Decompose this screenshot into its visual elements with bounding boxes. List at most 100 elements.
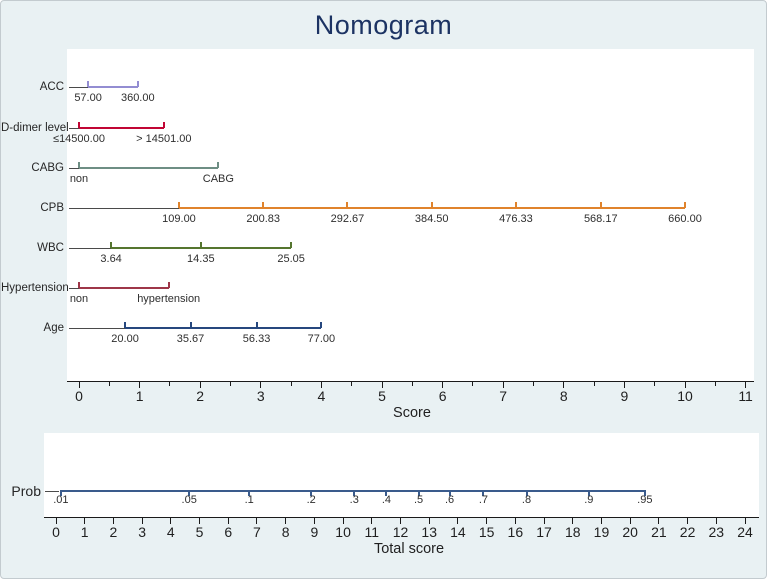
total-score-axis-tick <box>486 517 488 524</box>
prob-tick-0 <box>59 491 62 496</box>
score-axis-tick <box>654 381 656 386</box>
prob-tick-4 <box>353 491 356 496</box>
row-tick-label-cpb-0: 109.00 <box>162 213 196 225</box>
total-score-axis-tick <box>371 517 373 524</box>
row-scale-hypertension <box>79 287 169 289</box>
prob-tick-label-5: .4 <box>381 494 392 506</box>
row-tick-acc-0 <box>87 81 90 87</box>
row-tick-label-wbc-2: 25.05 <box>277 253 305 265</box>
row-tick-wbc-0 <box>110 242 113 248</box>
row-leader-d-dimer-level <box>69 128 79 129</box>
score-axis-number: 7 <box>499 388 508 404</box>
total-score-axis-number: 15 <box>478 524 495 540</box>
total-score-axis-tick <box>141 517 143 524</box>
row-tick-cpb-6 <box>684 202 686 208</box>
row-tick-label-cpb-6: 660.00 <box>668 213 702 225</box>
row-tick-cpb-5 <box>599 202 602 208</box>
row-tick-label-cpb-2: 292.67 <box>330 213 365 225</box>
total-score-axis-tick <box>687 517 689 524</box>
total-score-axis-number: 22 <box>679 524 696 540</box>
prob-tick-label-9: .8 <box>521 494 532 506</box>
prob-tick-6 <box>417 491 420 496</box>
score-axis-tick <box>472 381 474 386</box>
total-score-axis-tick <box>658 517 660 524</box>
row-leader-cabg <box>69 168 79 169</box>
score-axis-tick <box>169 381 171 386</box>
prob-tick-10 <box>587 491 590 496</box>
total-score-axis-tick <box>543 517 545 524</box>
row-tick-label-age-3: 77.00 <box>307 333 336 345</box>
score-axis-tick <box>108 381 110 386</box>
score-axis-number: 6 <box>438 388 447 404</box>
score-axis-tick <box>320 381 322 388</box>
row-tick-cpb-2 <box>346 202 349 208</box>
total-score-axis-number: 12 <box>392 524 409 540</box>
prob-tick-label-8: .7 <box>478 494 489 506</box>
total-score-axis-tick <box>715 517 717 524</box>
score-axis-tick <box>290 381 292 386</box>
score-axis-number: 1 <box>135 388 144 404</box>
total-score-axis-tick <box>256 517 258 524</box>
total-score-axis-tick <box>629 517 631 524</box>
row-tick-label-d-dimer-level-0: ≤14500.00 <box>53 133 105 145</box>
score-axis-tick <box>139 381 141 388</box>
total-score-axis-number: 11 <box>364 524 380 540</box>
prob-leader <box>45 491 59 492</box>
prob-tick-5 <box>385 491 388 496</box>
prob-tick-label-1: .05 <box>181 494 197 506</box>
row-tick-label-cpb-3: 384.50 <box>414 213 449 225</box>
total-score-axis-tick <box>285 517 287 524</box>
row-tick-cpb-3 <box>430 202 433 208</box>
score-axis-tick <box>199 381 201 388</box>
score-axis-tick <box>593 381 595 386</box>
prob-tick-label-4: .3 <box>349 494 359 506</box>
total-score-axis-tick <box>84 517 86 524</box>
score-axis-number: 0 <box>75 388 83 404</box>
prob-tick-2 <box>248 491 251 496</box>
row-tick-label-acc-1: 360.00 <box>120 92 155 104</box>
total-score-axis-number: 1 <box>80 524 89 540</box>
prob-tick-1 <box>188 491 191 496</box>
row-label-d-dimer-level: D-dimer level <box>1 122 69 134</box>
score-axis-number: 11 <box>738 388 753 404</box>
row-tick-cabg-0 <box>78 162 80 168</box>
row-scale-acc <box>88 86 138 88</box>
total-score-axis-tick <box>199 517 201 524</box>
row-leader-hypertension <box>69 288 79 289</box>
score-axis-number: 2 <box>196 388 205 404</box>
prob-tick-label-3: .2 <box>306 494 316 506</box>
total-score-axis-number: 4 <box>166 524 175 540</box>
total-score-axis-tick <box>600 517 602 524</box>
row-tick-cpb-4 <box>514 202 517 208</box>
score-axis-tick <box>230 381 231 386</box>
row-tick-wbc-2 <box>290 242 293 248</box>
total-score-axis-number: 21 <box>651 524 667 540</box>
total-score-axis-title: Total score <box>373 541 445 557</box>
row-tick-label-cpb-1: 200.83 <box>246 213 281 225</box>
prob-tick-label-7: .6 <box>444 494 455 506</box>
row-label-cabg: CABG <box>31 162 64 174</box>
score-axis-number: 4 <box>317 388 326 404</box>
total-score-axis-number: 2 <box>109 524 118 540</box>
score-axis-tick <box>381 381 383 388</box>
row-label-cpb: CPB <box>40 202 64 214</box>
prob-row-label: Prob <box>11 483 41 499</box>
total-score-axis-tick <box>744 517 746 524</box>
total-score-axis-tick <box>55 517 57 524</box>
prob-tick-label-11: .95 <box>637 494 653 506</box>
total-score-axis-tick <box>572 517 574 524</box>
total-score-axis-number: 7 <box>253 524 261 540</box>
score-axis-tick <box>442 381 444 388</box>
row-tick-label-cpb-4: 476.33 <box>499 213 533 225</box>
row-tick-d-dimer-level-0 <box>78 122 80 128</box>
row-label-age: Age <box>43 322 64 334</box>
row-tick-age-1 <box>189 322 192 328</box>
score-axis-tick <box>563 381 565 388</box>
total-score-axis-number: 3 <box>138 524 147 540</box>
row-tick-label-acc-0: 57.00 <box>74 92 102 104</box>
row-leader-acc <box>69 87 89 88</box>
row-leader-age <box>69 328 126 329</box>
score-axis-number: 10 <box>677 388 693 404</box>
total-score-axis-number: 5 <box>195 524 204 540</box>
